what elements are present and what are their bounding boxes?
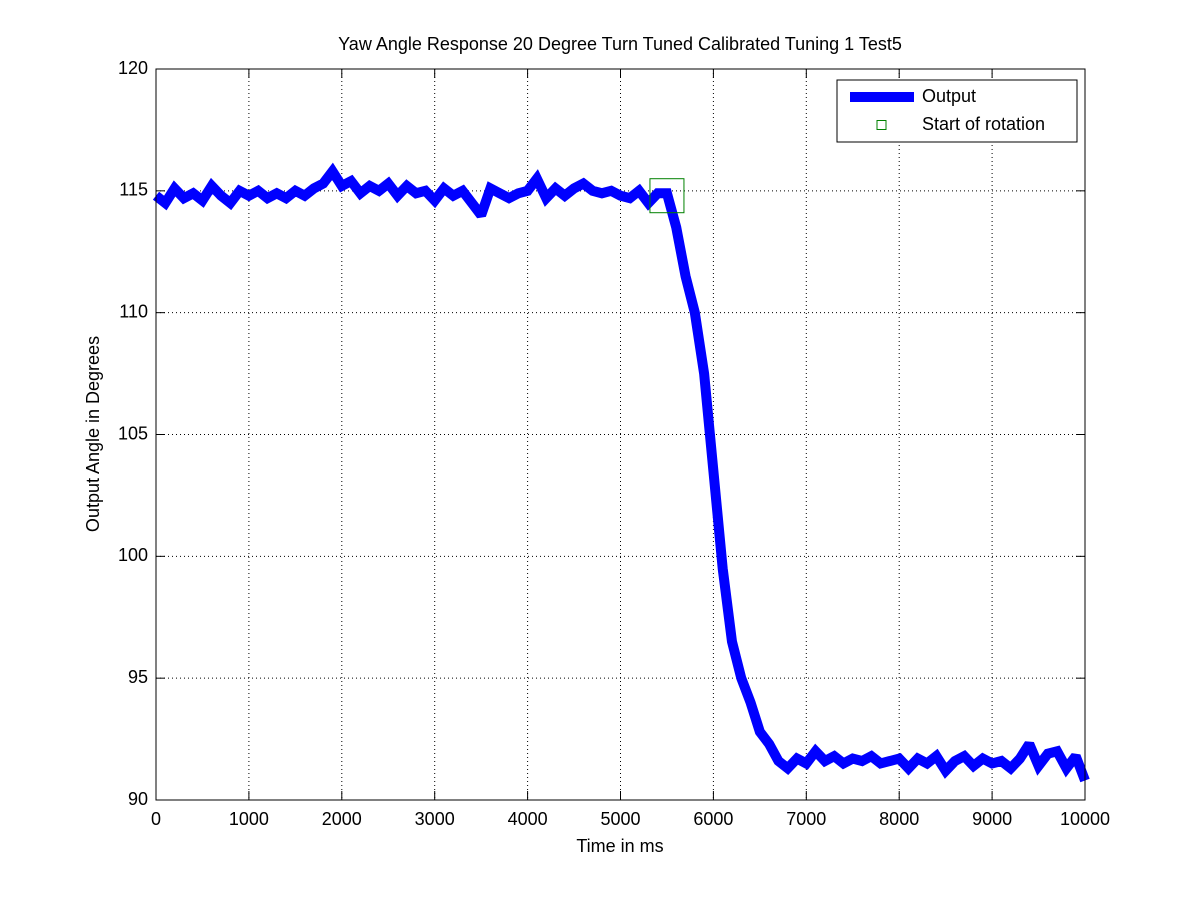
y-tick-label: 115 (119, 180, 148, 200)
y-tick-label: 110 (119, 301, 148, 321)
legend-label: Start of rotation (922, 114, 1045, 134)
chart-title: Yaw Angle Response 20 Degree Turn Tuned … (338, 34, 902, 54)
y-tick-label: 120 (118, 58, 148, 78)
legend-marker (876, 120, 887, 130)
marker (649, 178, 685, 214)
legend-label: Output (922, 86, 976, 106)
y-tick-label: 95 (128, 667, 148, 687)
y-tick-label: 100 (118, 545, 148, 565)
y-tick-label: 105 (118, 423, 148, 443)
x-tick-label: 10000 (1060, 809, 1110, 829)
legend-box (836, 79, 1078, 143)
x-axis-label: Time in ms (576, 836, 663, 856)
y-tick-label: 90 (128, 789, 148, 809)
x-tick-label: 2000 (322, 809, 362, 829)
x-tick-label: 9000 (972, 809, 1012, 829)
y-axis-label: Output Angle in Degrees (83, 336, 103, 532)
x-tick-label: 5000 (600, 809, 640, 829)
x-tick-label: 6000 (693, 809, 733, 829)
plot-frame (155, 68, 1086, 801)
x-tick-label: 0 (151, 809, 161, 829)
data-line (152, 162, 1090, 783)
x-tick-label: 8000 (879, 809, 919, 829)
x-tick-label: 4000 (508, 809, 548, 829)
x-tick-label: 7000 (786, 809, 826, 829)
x-tick-label: 1000 (229, 809, 269, 829)
x-tick-label: 3000 (415, 809, 455, 829)
